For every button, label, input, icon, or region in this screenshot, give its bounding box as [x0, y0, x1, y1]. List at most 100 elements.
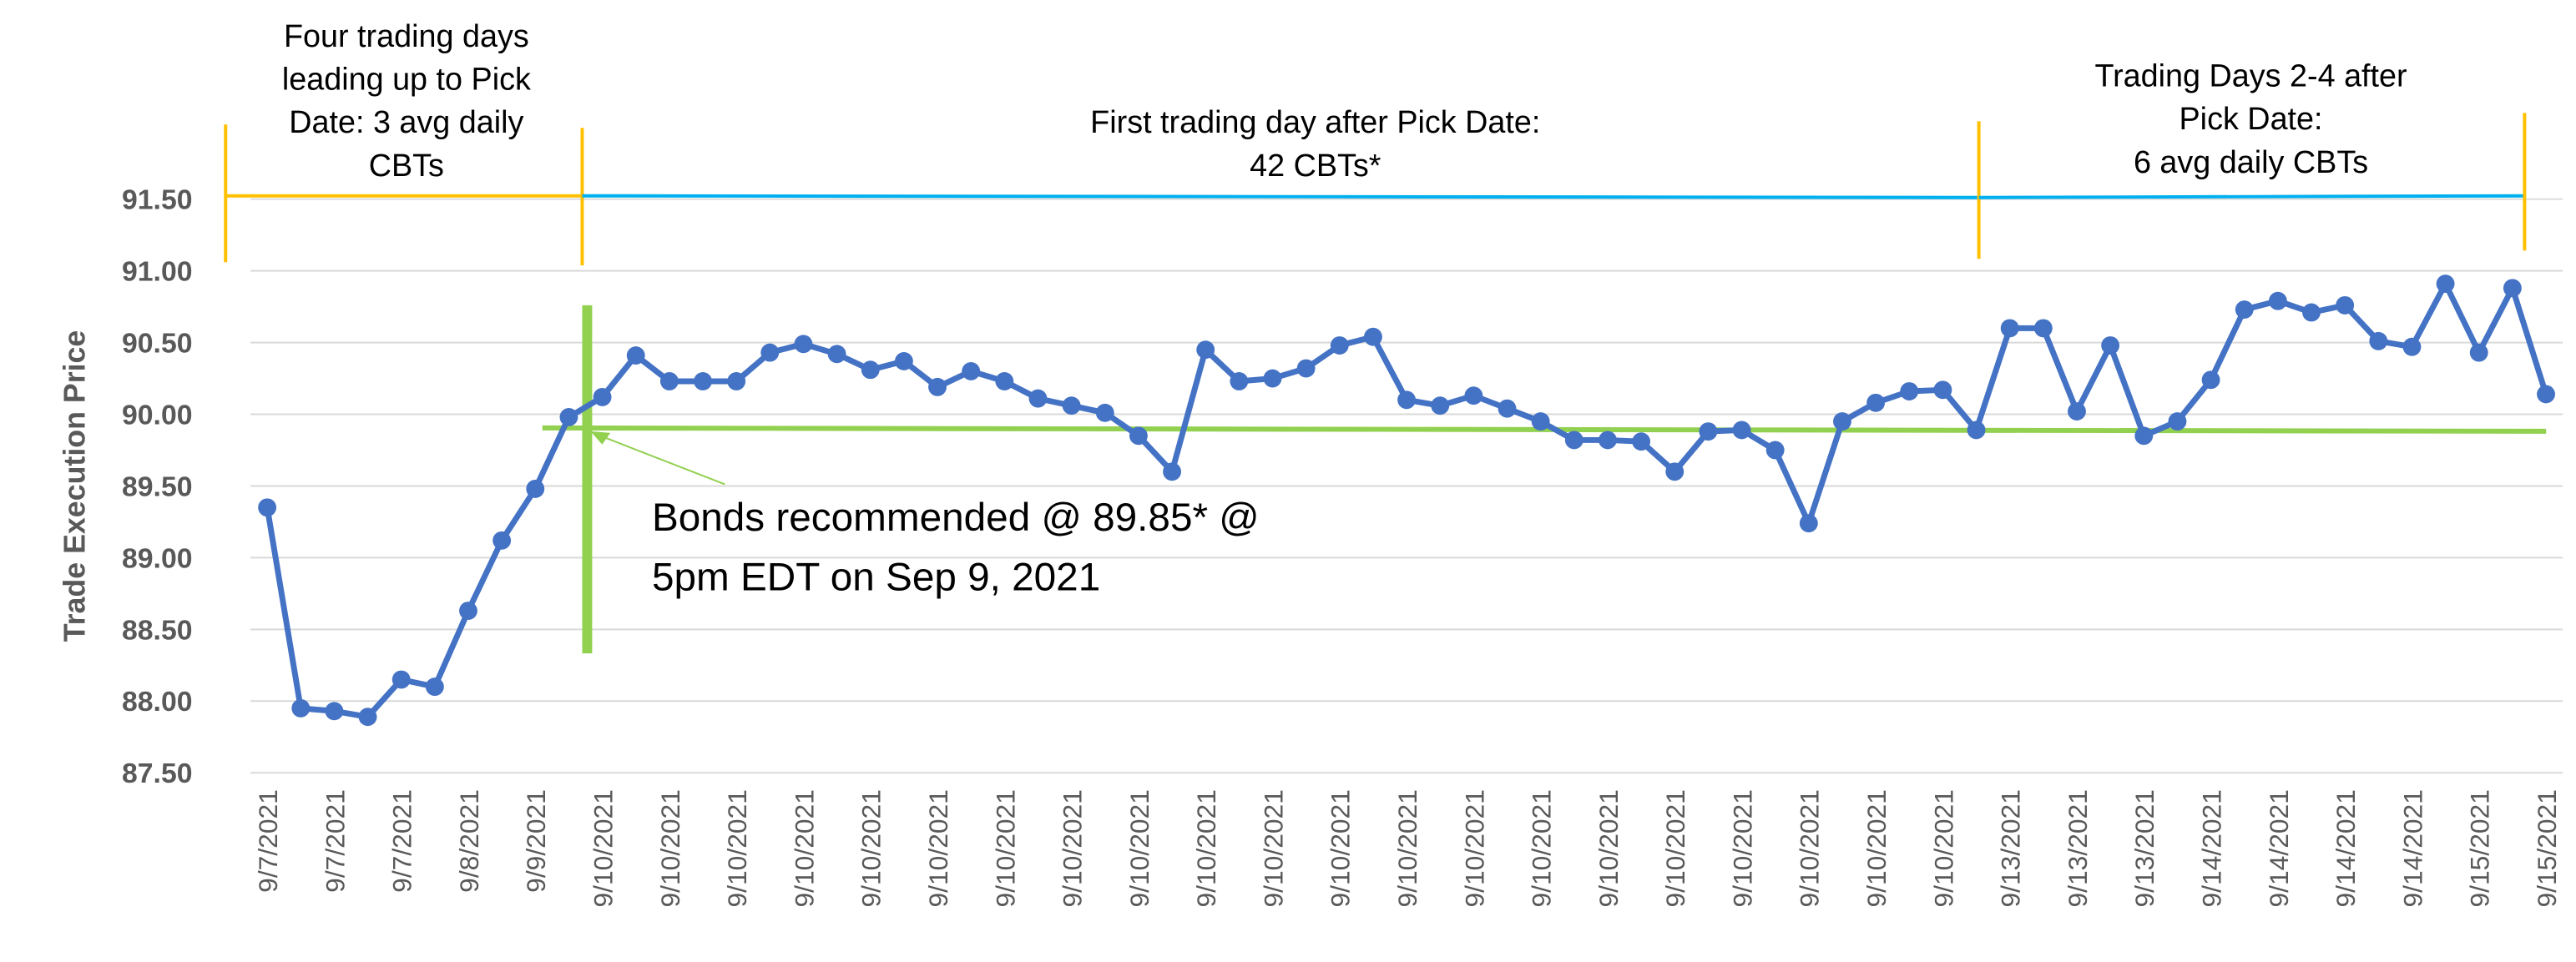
- x-tick-label: 9/10/2021: [1861, 789, 1892, 907]
- data-point: [2201, 370, 2220, 390]
- annotation: leading up to Pick: [282, 62, 531, 97]
- data-point: [1833, 412, 1851, 431]
- data-point: [727, 372, 746, 390]
- data-point: [425, 677, 444, 697]
- data-point: [1330, 336, 1349, 355]
- data-point: [760, 343, 780, 362]
- annotation: Four trading days: [284, 18, 529, 53]
- data-point: [1799, 514, 1818, 533]
- x-tick-label: 9/10/2021: [1527, 789, 1557, 907]
- data-point: [325, 702, 344, 721]
- data-point: [1397, 390, 1417, 410]
- data-point: [995, 372, 1014, 390]
- data-point: [2101, 336, 2120, 355]
- data-point: [2168, 412, 2187, 431]
- x-tick-label: 9/10/2021: [1392, 789, 1422, 907]
- data-point: [1196, 340, 1215, 360]
- annotation: 5pm EDT on Sep 9, 2021: [652, 556, 1100, 600]
- data-point: [827, 345, 846, 364]
- x-tick-label: 9/10/2021: [1727, 789, 1757, 907]
- y-tick-label: 89.50: [122, 471, 193, 502]
- data-point: [1364, 327, 1382, 346]
- data-point: [1967, 421, 1986, 440]
- data-point: [2000, 319, 2019, 338]
- annotation: First trading day after Pick Date:: [1090, 104, 1540, 139]
- callout-arrowhead: [590, 431, 611, 445]
- x-tick-label: 9/13/2021: [2063, 789, 2093, 907]
- data-point: [2302, 303, 2321, 322]
- data-point: [1431, 396, 1450, 416]
- data-point: [2068, 402, 2086, 421]
- x-tick-label: 9/10/2021: [1459, 789, 1489, 907]
- data-point: [2268, 291, 2287, 310]
- labels: 87.50 88.00 88.50 89.00 89.50 90.00 90.50 91.00…: [58, 18, 2562, 908]
- data-point: [2033, 319, 2053, 338]
- x-tick-label: 9/10/2021: [923, 789, 953, 907]
- data-point: [962, 362, 981, 380]
- data-point: [1230, 372, 1249, 390]
- callout-arrow: [597, 433, 725, 486]
- x-tick-label: 9/10/2021: [1928, 789, 1958, 907]
- data-point: [1163, 462, 1181, 481]
- x-tick-label: 9/10/2021: [1660, 789, 1690, 907]
- data-point: [1665, 462, 1685, 481]
- data-point: [2336, 295, 2355, 315]
- y-tick-label: 88.50: [122, 614, 193, 646]
- series-line: [264, 280, 2549, 720]
- x-tick-label: 9/10/2021: [1326, 789, 1356, 907]
- x-tick-label: 9/14/2021: [2397, 789, 2427, 907]
- x-tick-label: 9/10/2021: [1124, 789, 1154, 907]
- data-point: [1028, 389, 1048, 408]
- annotation: CBTs: [369, 148, 444, 183]
- y-axis-label: Trade Execution Price: [58, 330, 91, 642]
- x-tick-label: 9/10/2021: [722, 789, 752, 907]
- y-tick-label: 87.50: [122, 758, 193, 789]
- data-point: [593, 387, 612, 406]
- x-tick-label: 9/15/2021: [2465, 789, 2495, 907]
- x-tick-label: 9/7/2021: [253, 789, 283, 893]
- data-point: [258, 498, 277, 517]
- x-tick-label: 9/10/2021: [856, 789, 886, 907]
- data-point: [1732, 421, 1751, 440]
- x-tick-label: 9/7/2021: [387, 789, 417, 893]
- y-tick-label: 89.00: [122, 542, 193, 574]
- data-point: [2503, 279, 2522, 298]
- x-tick-label: 9/13/2021: [1996, 789, 2026, 907]
- data-point: [1632, 432, 1651, 451]
- x-tick-label: 9/10/2021: [1594, 789, 1624, 907]
- x-tick-label: 9/14/2021: [2331, 789, 2361, 907]
- data-point: [694, 372, 712, 390]
- x-tick-label: 9/10/2021: [990, 789, 1020, 907]
- data-point: [894, 351, 913, 370]
- x-tick-label: 9/7/2021: [320, 789, 350, 893]
- data-point: [1263, 369, 1282, 388]
- data-point: [1699, 422, 1718, 441]
- data-point: [1095, 403, 1114, 422]
- annotation: Pick Date:: [2179, 101, 2323, 136]
- data-point: [2537, 385, 2555, 404]
- plot: [258, 274, 2555, 727]
- data-point: [559, 408, 578, 426]
- x-tick-label: 9/8/2021: [454, 789, 484, 893]
- x-tick-label: 9/14/2021: [2196, 789, 2226, 907]
- x-tick-label: 9/10/2021: [655, 789, 685, 907]
- data-point: [626, 346, 645, 365]
- x-tick-label: 9/9/2021: [521, 789, 551, 893]
- data-point: [1599, 431, 1617, 450]
- data-point: [1129, 426, 1148, 446]
- x-tick-label: 9/10/2021: [1191, 789, 1221, 907]
- data-point: [1564, 431, 1583, 450]
- region-brackets: [224, 113, 2527, 266]
- y-tick-label: 88.00: [122, 686, 193, 718]
- data-point: [391, 670, 411, 689]
- annotation: Trading Days 2-4 after: [2094, 58, 2407, 93]
- data-point: [1296, 359, 1316, 378]
- y-tick-label: 91.50: [122, 184, 193, 216]
- data-point: [1866, 393, 1886, 412]
- data-point: [1765, 441, 1785, 460]
- data-point: [291, 698, 311, 718]
- data-point: [928, 377, 947, 396]
- y-tick-label: 91.00: [122, 256, 193, 288]
- data-point: [2436, 274, 2455, 294]
